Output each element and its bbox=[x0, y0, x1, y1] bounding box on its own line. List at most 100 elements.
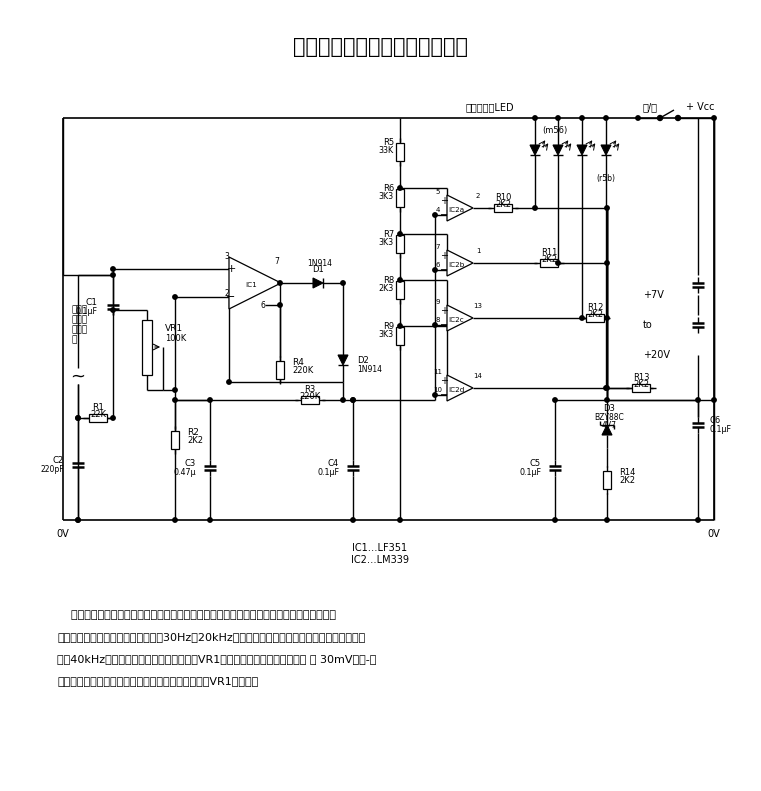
Circle shape bbox=[605, 261, 610, 265]
Circle shape bbox=[556, 261, 560, 265]
Text: 13: 13 bbox=[473, 303, 482, 309]
Circle shape bbox=[712, 398, 716, 402]
Text: 3K3: 3K3 bbox=[379, 191, 394, 200]
Text: 7: 7 bbox=[275, 256, 279, 266]
Text: 能器的: 能器的 bbox=[71, 316, 87, 324]
Text: 0.47μ: 0.47μ bbox=[174, 467, 196, 476]
Text: R12: R12 bbox=[587, 302, 603, 312]
Text: R6: R6 bbox=[383, 184, 394, 192]
Circle shape bbox=[173, 398, 177, 402]
Text: D1: D1 bbox=[312, 266, 324, 274]
Text: 0V: 0V bbox=[708, 529, 721, 539]
Text: R1: R1 bbox=[92, 403, 104, 411]
Circle shape bbox=[533, 115, 537, 120]
Circle shape bbox=[676, 115, 680, 120]
Text: 22K: 22K bbox=[90, 410, 106, 418]
Text: VR1: VR1 bbox=[165, 324, 183, 332]
Bar bbox=[396, 281, 404, 299]
Circle shape bbox=[658, 115, 663, 120]
Bar bbox=[603, 471, 611, 489]
Polygon shape bbox=[602, 425, 612, 435]
Circle shape bbox=[208, 518, 212, 522]
Circle shape bbox=[712, 115, 716, 120]
Circle shape bbox=[76, 416, 80, 420]
Circle shape bbox=[605, 518, 610, 522]
Text: IC2…LM339: IC2…LM339 bbox=[351, 555, 409, 565]
Text: C4: C4 bbox=[328, 459, 339, 467]
Text: IC2d: IC2d bbox=[447, 387, 464, 393]
Text: R13: R13 bbox=[632, 373, 649, 381]
Circle shape bbox=[433, 268, 438, 272]
Circle shape bbox=[580, 115, 584, 120]
Text: 8: 8 bbox=[436, 317, 441, 323]
Bar bbox=[89, 414, 107, 422]
Bar bbox=[632, 384, 650, 392]
Text: IC2a: IC2a bbox=[448, 207, 464, 213]
Text: 220K: 220K bbox=[299, 392, 320, 400]
Text: +: + bbox=[226, 264, 236, 274]
Circle shape bbox=[433, 393, 438, 397]
Text: 2K2: 2K2 bbox=[633, 380, 649, 388]
Text: R14: R14 bbox=[619, 467, 635, 476]
Text: 6: 6 bbox=[260, 301, 266, 309]
Circle shape bbox=[208, 398, 212, 402]
Circle shape bbox=[227, 380, 231, 384]
Circle shape bbox=[76, 518, 80, 522]
Text: 7: 7 bbox=[436, 244, 441, 250]
Circle shape bbox=[173, 388, 177, 392]
Circle shape bbox=[398, 232, 403, 237]
Text: 100K: 100K bbox=[165, 334, 186, 343]
Text: 二极管。这一电路能对音频频谱（即30Hz～20kHz）内的输入信号作出响应，但减小的响应可扩: 二极管。这一电路能对音频频谱（即30Hz～20kHz）内的输入信号作出响应，但减… bbox=[57, 632, 365, 642]
Text: C5: C5 bbox=[530, 459, 541, 467]
Circle shape bbox=[552, 398, 557, 402]
Text: +7V: +7V bbox=[643, 290, 664, 300]
Text: R7: R7 bbox=[383, 229, 394, 239]
Text: 4: 4 bbox=[436, 207, 440, 213]
Text: 2: 2 bbox=[224, 289, 229, 297]
Text: 号: 号 bbox=[71, 335, 76, 345]
Text: 4V7: 4V7 bbox=[601, 421, 616, 430]
Text: 输入信: 输入信 bbox=[71, 326, 87, 335]
Text: 220pF: 220pF bbox=[40, 464, 64, 474]
Text: to: to bbox=[643, 320, 653, 330]
Text: 1: 1 bbox=[476, 248, 480, 254]
Circle shape bbox=[398, 186, 403, 190]
Text: +: + bbox=[440, 196, 448, 206]
Text: 0V: 0V bbox=[56, 529, 69, 539]
Text: 0.1μF: 0.1μF bbox=[75, 306, 97, 316]
Circle shape bbox=[351, 518, 355, 522]
Text: 0.1μF: 0.1μF bbox=[317, 467, 339, 476]
Circle shape bbox=[533, 206, 537, 210]
Text: IC1: IC1 bbox=[245, 282, 257, 288]
Circle shape bbox=[111, 416, 115, 420]
Circle shape bbox=[580, 316, 584, 320]
Circle shape bbox=[351, 398, 355, 402]
Polygon shape bbox=[447, 195, 473, 221]
Polygon shape bbox=[530, 145, 540, 155]
Bar bbox=[396, 235, 404, 253]
Text: 来自换: 来自换 bbox=[71, 305, 87, 315]
Text: 3: 3 bbox=[224, 252, 229, 260]
Text: 220K: 220K bbox=[292, 365, 314, 374]
Text: R2: R2 bbox=[187, 427, 199, 437]
Circle shape bbox=[696, 518, 700, 522]
Circle shape bbox=[552, 518, 557, 522]
Circle shape bbox=[111, 308, 115, 312]
Text: −: − bbox=[440, 265, 448, 275]
Circle shape bbox=[605, 206, 610, 210]
Circle shape bbox=[605, 386, 610, 390]
Polygon shape bbox=[338, 355, 348, 365]
Text: 2K2: 2K2 bbox=[619, 475, 635, 485]
Text: +: + bbox=[440, 251, 448, 261]
Text: 2K2: 2K2 bbox=[495, 199, 511, 209]
Text: 10: 10 bbox=[434, 387, 442, 393]
Circle shape bbox=[111, 267, 115, 271]
Text: −: − bbox=[226, 292, 236, 302]
Bar bbox=[586, 314, 604, 322]
Circle shape bbox=[111, 273, 115, 277]
Polygon shape bbox=[229, 257, 281, 309]
Text: ~: ~ bbox=[71, 368, 85, 386]
Text: 9: 9 bbox=[436, 299, 441, 305]
Circle shape bbox=[351, 398, 355, 402]
Text: C1: C1 bbox=[85, 297, 97, 306]
